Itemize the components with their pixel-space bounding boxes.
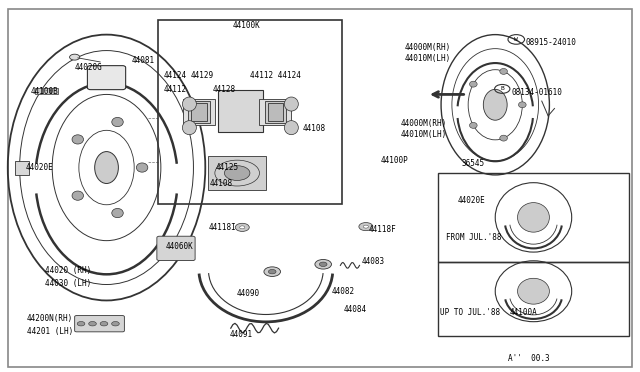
Ellipse shape [518, 102, 526, 108]
FancyBboxPatch shape [157, 236, 195, 260]
Circle shape [100, 321, 108, 326]
Text: 44200N(RH): 44200N(RH) [27, 314, 73, 323]
Text: 44128: 44128 [213, 85, 236, 94]
FancyBboxPatch shape [88, 65, 125, 90]
Circle shape [359, 222, 373, 231]
Circle shape [111, 321, 119, 326]
Text: 44082: 44082 [332, 287, 355, 296]
Bar [438, 262, 629, 336]
Ellipse shape [112, 118, 124, 126]
Text: 44083: 44083 [362, 257, 385, 266]
Text: 44020E: 44020E [26, 163, 53, 172]
Circle shape [236, 223, 249, 231]
Bar [218, 90, 262, 132]
Text: 44108: 44108 [302, 124, 325, 133]
Ellipse shape [284, 121, 298, 135]
Text: 08915-24010: 08915-24010 [525, 38, 576, 46]
Ellipse shape [72, 135, 83, 144]
Ellipse shape [72, 191, 83, 200]
Ellipse shape [518, 203, 549, 232]
Text: 44084: 44084 [344, 305, 367, 314]
Text: 44112: 44112 [163, 85, 186, 94]
Circle shape [264, 267, 280, 276]
Ellipse shape [95, 151, 118, 183]
Circle shape [319, 262, 327, 266]
Text: 44060K: 44060K [166, 243, 193, 251]
Ellipse shape [470, 81, 477, 87]
Text: 44090: 44090 [237, 289, 260, 298]
Bar [157, 20, 342, 205]
Text: 44000M(RH): 44000M(RH) [400, 119, 447, 128]
Text: 44030 (LH): 44030 (LH) [45, 279, 91, 288]
Text: W: W [515, 37, 518, 42]
Text: 44129: 44129 [191, 71, 214, 80]
Text: 44124: 44124 [163, 71, 186, 80]
Text: 44100K: 44100K [233, 20, 260, 29]
Bar [264, 101, 286, 123]
Circle shape [89, 321, 97, 326]
Text: 44010M(LH): 44010M(LH) [404, 54, 451, 63]
Bar [183, 99, 215, 125]
Text: 44125: 44125 [216, 163, 239, 172]
Text: FROM JUL.'88: FROM JUL.'88 [446, 233, 502, 242]
Ellipse shape [500, 135, 508, 141]
Text: 44010M(LH): 44010M(LH) [400, 130, 447, 139]
FancyBboxPatch shape [75, 315, 124, 332]
Ellipse shape [182, 97, 196, 111]
Text: 44118I: 44118I [209, 223, 236, 232]
Text: 44112 44124: 44112 44124 [250, 71, 301, 80]
Text: UP TO JUL.'88: UP TO JUL.'88 [440, 308, 500, 317]
Circle shape [70, 54, 80, 60]
Ellipse shape [518, 278, 549, 304]
Circle shape [364, 225, 369, 228]
Text: 44020E: 44020E [458, 196, 485, 205]
Bar [259, 99, 291, 125]
Bar [268, 103, 283, 121]
Ellipse shape [470, 122, 477, 128]
Text: 44100B: 44100B [31, 87, 58, 96]
Ellipse shape [483, 89, 507, 120]
Text: 44100A: 44100A [510, 308, 538, 317]
Bar [43, 88, 50, 94]
Text: A''  00.3: A'' 00.3 [508, 354, 549, 363]
Ellipse shape [112, 208, 124, 218]
Ellipse shape [136, 163, 148, 172]
Bar [191, 103, 207, 121]
Bar [438, 173, 629, 262]
Circle shape [240, 226, 245, 229]
Text: 44020G: 44020G [75, 62, 102, 72]
Text: B: B [500, 86, 504, 92]
Ellipse shape [225, 166, 250, 180]
Text: 44020 (RH): 44020 (RH) [45, 266, 91, 275]
Text: 36545: 36545 [461, 159, 484, 169]
Bar [209, 157, 266, 190]
Text: 44091: 44091 [229, 330, 253, 339]
Text: 44100P: 44100P [381, 156, 408, 166]
Text: 08134-01610: 08134-01610 [511, 89, 562, 97]
Circle shape [77, 321, 85, 326]
Bar [51, 88, 58, 94]
Circle shape [268, 269, 276, 274]
Text: 44000M(RH): 44000M(RH) [404, 43, 451, 52]
Text: 44108: 44108 [210, 179, 233, 188]
Text: 44118F: 44118F [369, 225, 396, 234]
Bar [188, 101, 210, 123]
Ellipse shape [500, 68, 508, 74]
Ellipse shape [182, 121, 196, 135]
Circle shape [315, 260, 332, 269]
Bar [15, 161, 29, 175]
Text: 44081: 44081 [132, 56, 155, 65]
Text: 44201 (LH): 44201 (LH) [27, 327, 73, 336]
Ellipse shape [284, 97, 298, 111]
Bar [35, 88, 42, 94]
